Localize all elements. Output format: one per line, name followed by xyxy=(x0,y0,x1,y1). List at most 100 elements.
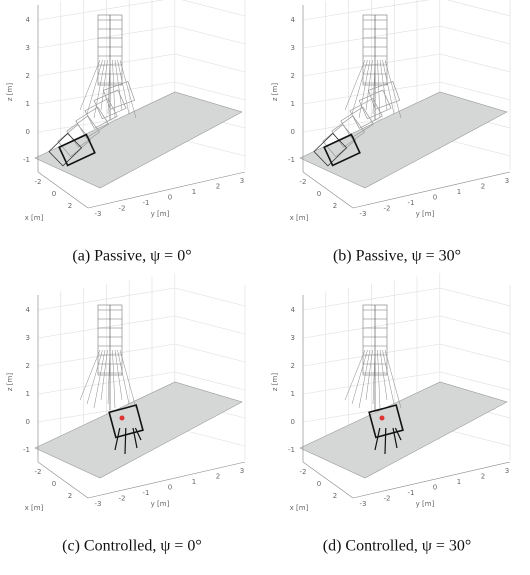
x-tick-label: -2 xyxy=(35,468,42,476)
leg xyxy=(113,350,116,408)
x-tick-label: 0 xyxy=(317,190,321,198)
grid-line xyxy=(175,316,245,334)
y-tick-label: -2 xyxy=(119,495,126,503)
y-tick-label: 1 xyxy=(457,478,461,486)
x-axis-label: x [m] xyxy=(290,504,309,512)
y-axis-label: y [m] xyxy=(151,500,170,508)
y-tick-label: 3 xyxy=(240,177,244,185)
y-tick-label: 1 xyxy=(192,188,196,196)
body-leg xyxy=(385,428,386,454)
z-tick-label: -1 xyxy=(23,446,30,454)
z-tick-label: 4 xyxy=(291,16,296,24)
z-tick-label: 0 xyxy=(26,418,30,426)
y-axis-label: y [m] xyxy=(416,500,435,508)
z-tick-label: 1 xyxy=(291,390,295,398)
z-tick-label: 4 xyxy=(26,16,31,24)
z-tick-label: 4 xyxy=(291,306,296,314)
y-tick-label: 2 xyxy=(481,183,485,191)
grid-line xyxy=(440,288,510,306)
y-axis-label: y [m] xyxy=(416,210,435,218)
y-tick-label: -1 xyxy=(143,489,150,497)
legs xyxy=(345,350,401,408)
y-axis-label: y [m] xyxy=(151,210,170,218)
z-tick-label: 2 xyxy=(291,72,295,80)
x-tick-label: -2 xyxy=(300,468,307,476)
leg xyxy=(378,350,381,408)
body-marker xyxy=(120,416,125,421)
x-tick-label: 2 xyxy=(68,202,72,210)
caption: (c) Controlled, ψ = 0° xyxy=(62,538,202,555)
grid-line xyxy=(175,344,245,362)
x-axis-label: x [m] xyxy=(290,214,309,222)
y-tick-label: 3 xyxy=(505,467,509,475)
y-tick-label: -3 xyxy=(95,210,102,218)
z-tick-label: 3 xyxy=(26,44,30,52)
x-axis-label: x [m] xyxy=(25,504,44,512)
z-tick-label: -1 xyxy=(288,446,295,454)
z-tick-label: 0 xyxy=(291,128,295,136)
grid-line xyxy=(175,288,245,306)
y-tick-label: 0 xyxy=(433,194,437,202)
grid-line xyxy=(175,54,245,72)
x-tick-label: -2 xyxy=(35,178,42,186)
grid-line xyxy=(440,54,510,72)
y-tick-label: 1 xyxy=(192,478,196,486)
z-tick-label: 0 xyxy=(291,418,295,426)
z-tick-label: 3 xyxy=(291,334,295,342)
y-tick-label: 0 xyxy=(168,484,172,492)
ground-plane xyxy=(35,382,242,478)
y-tick-label: -3 xyxy=(95,500,102,508)
z-tick-label: 1 xyxy=(26,390,30,398)
z-tick-label: 0 xyxy=(26,128,30,136)
grid-line xyxy=(440,26,510,44)
y-tick-label: -1 xyxy=(408,199,415,207)
y-tick-label: -2 xyxy=(384,205,391,213)
ground-plane xyxy=(300,92,507,188)
z-tick-label: 4 xyxy=(26,306,31,314)
leg xyxy=(359,350,370,408)
y-tick-label: 2 xyxy=(216,473,220,481)
x-tick-label: 2 xyxy=(333,492,337,500)
y-tick-label: 3 xyxy=(505,177,509,185)
figure: 4 3 2 1 0 -1 z [m] -2 0 2 x [m] -3 -2 -1 0 1 2 3 y [m] (a) … xyxy=(0,0,530,575)
grid-line xyxy=(440,344,510,362)
x-tick-label: -2 xyxy=(300,178,307,186)
z-tick-label: 2 xyxy=(26,72,30,80)
z-axis-label: z [m] xyxy=(271,83,279,101)
x-tick-label: 0 xyxy=(317,480,321,488)
z-tick-label: 3 xyxy=(291,44,295,52)
caption: (d) Controlled, ψ = 30° xyxy=(323,538,472,555)
y-tick-label: 0 xyxy=(168,194,172,202)
ground-plane xyxy=(35,92,242,188)
y-tick-label: -3 xyxy=(360,500,367,508)
z-axis-label: z [m] xyxy=(6,373,14,391)
y-tick-label: 1 xyxy=(457,188,461,196)
y-tick-label: 2 xyxy=(216,183,220,191)
y-tick-label: 3 xyxy=(240,467,244,475)
y-tick-label: -2 xyxy=(119,205,126,213)
caption: (b) Passive, ψ = 30° xyxy=(333,248,461,265)
y-tick-label: -3 xyxy=(360,210,367,218)
y-tick-label: -1 xyxy=(143,199,150,207)
y-tick-label: 0 xyxy=(433,484,437,492)
body-marker xyxy=(380,416,385,421)
x-axis-label: x [m] xyxy=(25,214,44,222)
legs xyxy=(80,350,136,408)
z-tick-label: 2 xyxy=(291,362,295,370)
z-tick-label: 1 xyxy=(26,100,30,108)
grid-line xyxy=(440,0,510,16)
y-tick-label: -1 xyxy=(408,489,415,497)
x-tick-label: 2 xyxy=(333,202,337,210)
x-tick-label: 2 xyxy=(68,492,72,500)
y-tick-label: 2 xyxy=(481,473,485,481)
body-leg xyxy=(125,428,126,454)
grid-line xyxy=(440,316,510,334)
z-axis-label: z [m] xyxy=(271,373,279,391)
caption: (a) Passive, ψ = 0° xyxy=(72,248,191,265)
grid-line xyxy=(175,0,245,16)
grid-line xyxy=(175,26,245,44)
